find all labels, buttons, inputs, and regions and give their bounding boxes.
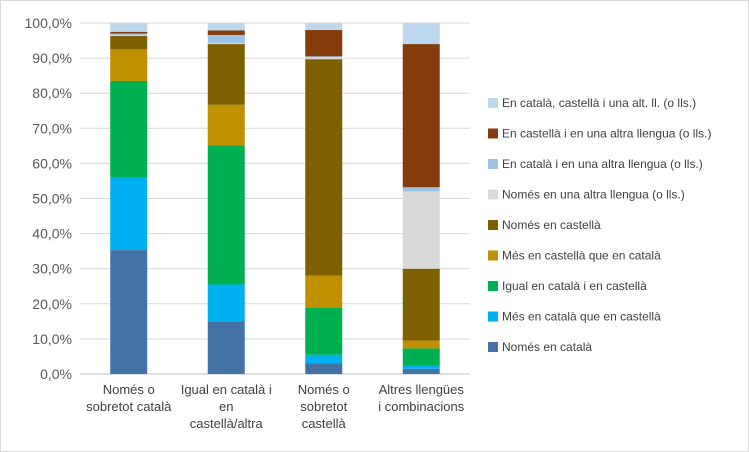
y-tick-label: 30,0% <box>32 261 72 277</box>
bar-segment[interactable] <box>402 340 440 349</box>
bars <box>110 23 440 374</box>
y-tick-label: 0,0% <box>40 366 72 382</box>
bar-segment[interactable] <box>305 56 343 58</box>
bar-segment[interactable] <box>305 308 343 355</box>
y-tick-label: 50,0% <box>32 191 72 207</box>
y-tick-label: 20,0% <box>32 296 72 312</box>
y-axis-ticks: 0,0% 10,0% 20,0% 30,0% 40,0% 50,0% 60,0% 70,0% 8… <box>25 15 72 382</box>
x-category-label: en <box>219 399 233 414</box>
bar-segment[interactable] <box>207 30 245 35</box>
bar-segment[interactable] <box>110 177 148 251</box>
legend[interactable]: En català, castellà i una alt. ll. (o ll… <box>488 96 711 354</box>
x-category-label: castellà/altra <box>190 416 264 431</box>
bar-segment[interactable] <box>402 348 440 366</box>
bar-segment[interactable] <box>207 44 245 105</box>
x-axis-categories: Només o sobretot català Igual en català i e… <box>86 382 465 431</box>
bar-segment[interactable] <box>402 368 440 374</box>
legend-label[interactable]: Només en castellà <box>502 218 601 232</box>
legend-swatch <box>488 311 498 322</box>
legend-swatch <box>488 342 498 352</box>
bar-segment[interactable] <box>110 35 148 50</box>
legend-label[interactable]: En català, castellà i una alt. ll. (o ll… <box>502 96 696 110</box>
x-category-label: sobretot <box>300 399 347 414</box>
x-category-label: sobretot català <box>86 399 172 414</box>
bar-segment[interactable] <box>110 250 148 374</box>
bar-segment[interactable] <box>402 268 440 341</box>
bar-segment[interactable] <box>402 187 440 192</box>
bar-segment[interactable] <box>110 31 148 34</box>
legend-swatch <box>488 159 498 169</box>
bar-segment[interactable] <box>305 363 343 374</box>
x-category-label: i combinacions <box>378 399 464 414</box>
bar-segment[interactable] <box>207 145 245 285</box>
bar-segment[interactable] <box>110 80 148 178</box>
bar-segment[interactable] <box>305 59 343 276</box>
legend-swatch <box>488 281 498 291</box>
y-tick-label: 40,0% <box>32 226 72 242</box>
bar-segment[interactable] <box>207 34 245 44</box>
legend-label[interactable]: Només en català <box>502 340 592 354</box>
bar-segment[interactable] <box>305 57 343 60</box>
bar-segment[interactable] <box>207 43 245 45</box>
bar-segment[interactable] <box>207 321 245 374</box>
bar-segment[interactable] <box>110 23 148 32</box>
legend-swatch <box>488 98 498 108</box>
bar-segment[interactable] <box>305 30 343 57</box>
x-category-label: Altres llengües <box>379 382 465 397</box>
x-category-label: castellà <box>302 416 347 431</box>
y-tick-label: 70,0% <box>32 120 72 136</box>
y-tick-label: 60,0% <box>32 155 72 171</box>
legend-swatch <box>488 220 498 230</box>
bar-segment[interactable] <box>305 23 343 31</box>
bar-segment[interactable] <box>207 104 245 146</box>
x-category-label: Només o <box>103 382 155 397</box>
x-category-label: Només o <box>298 382 350 397</box>
legend-label[interactable]: Més en català que en castellà <box>502 310 661 324</box>
legend-label[interactable]: Igual en català i en castellà <box>502 279 647 293</box>
y-tick-label: 80,0% <box>32 85 72 101</box>
legend-label[interactable]: En català i en una altra llengua (o lls.… <box>502 157 703 171</box>
bar-segment[interactable] <box>110 35 148 36</box>
y-tick-label: 90,0% <box>32 50 72 66</box>
legend-label[interactable]: En castellà i en una altra llengua (o ll… <box>502 127 711 141</box>
bar-segment[interactable] <box>305 275 343 309</box>
bar-segment[interactable] <box>110 49 148 81</box>
bar-segment[interactable] <box>402 44 440 188</box>
legend-label[interactable]: Només en una altra llengua (o lls.) <box>502 188 685 202</box>
bar-segment[interactable] <box>207 284 245 322</box>
y-tick-label: 10,0% <box>32 331 72 347</box>
legend-swatch <box>488 189 498 200</box>
bar-segment[interactable] <box>402 365 440 369</box>
bar-segment[interactable] <box>305 354 343 364</box>
legend-swatch <box>488 128 498 139</box>
y-tick-label: 100,0% <box>25 15 72 31</box>
legend-swatch <box>488 250 498 261</box>
bar-segment[interactable] <box>207 23 245 31</box>
legend-label[interactable]: Més en castellà que en català <box>502 249 661 263</box>
x-category-label: Igual en català i <box>181 382 272 397</box>
bar-segment[interactable] <box>402 23 440 45</box>
bar-segment[interactable] <box>110 33 148 36</box>
bar-segment[interactable] <box>402 191 440 269</box>
